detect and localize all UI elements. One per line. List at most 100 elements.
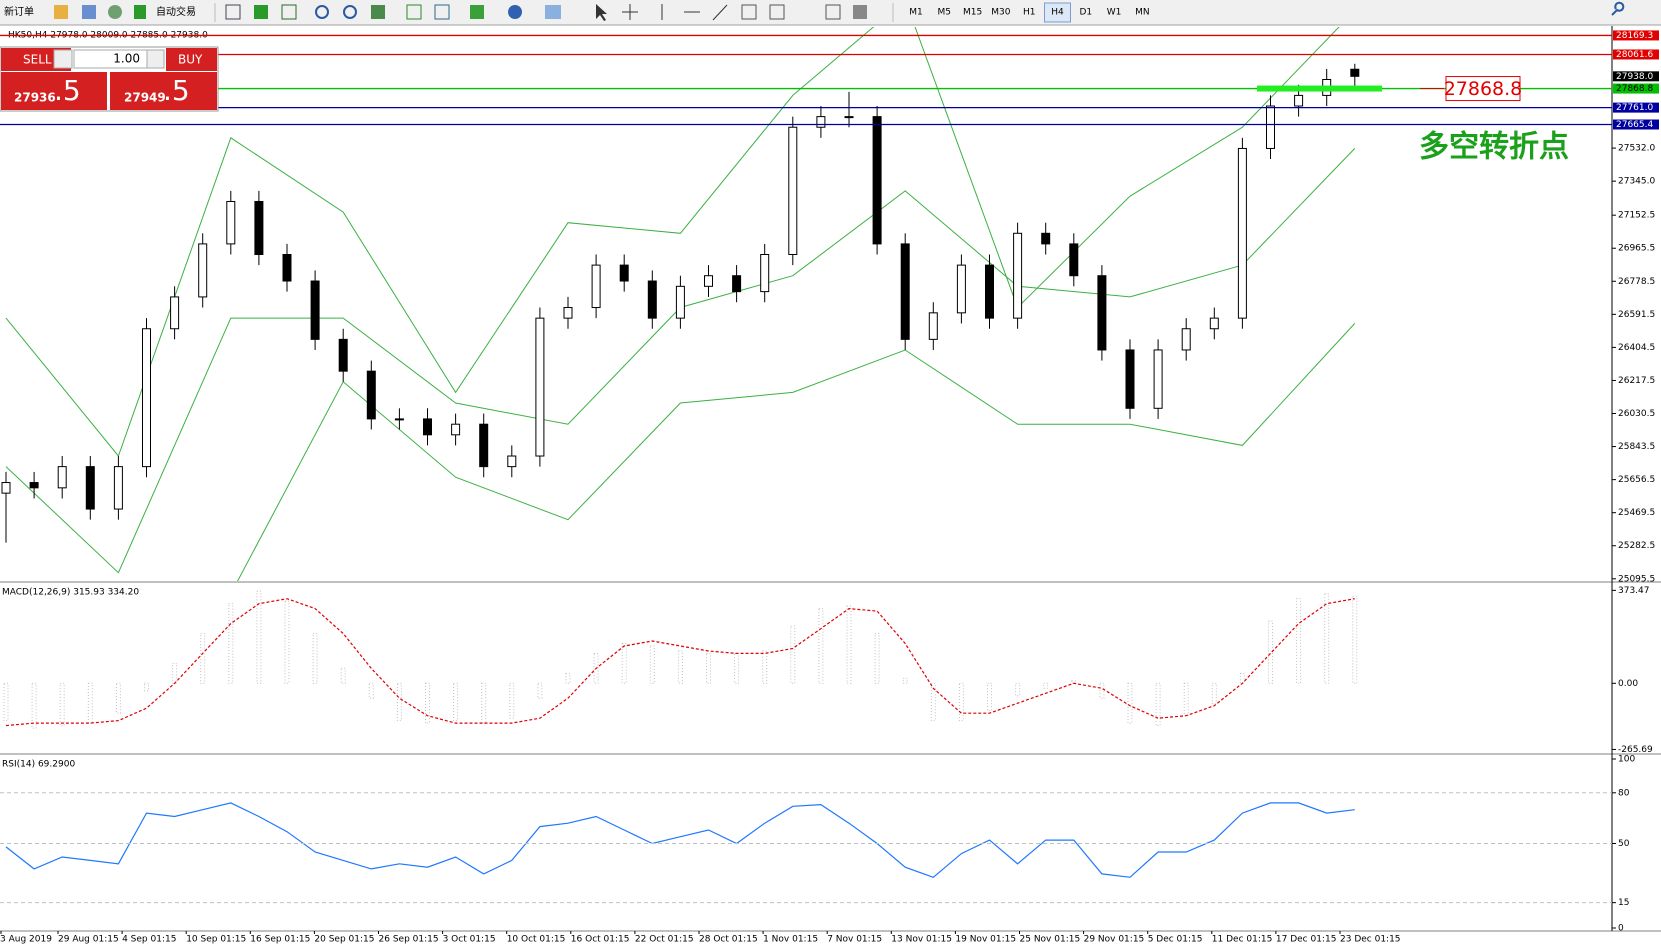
buy-label[interactable]: BUY — [178, 53, 203, 67]
icon[interactable] — [434, 4, 450, 20]
price-level-label: 27665.4 — [1616, 120, 1653, 130]
crosshair-tool[interactable] — [622, 4, 638, 20]
new-order-button[interactable]: 新订单 — [4, 5, 34, 18]
sell-price[interactable]: 27936 — [14, 91, 56, 105]
icon[interactable] — [769, 4, 785, 20]
x-tick-label: 26 Sep 01:15 — [379, 935, 439, 945]
x-tick-label: 7 Nov 01:15 — [827, 935, 882, 945]
candle-body — [57, 466, 67, 489]
lot-value[interactable]: 1.00 — [113, 52, 140, 66]
icon[interactable] — [406, 4, 422, 20]
candle-body — [675, 285, 685, 319]
buy-button[interactable] — [166, 48, 217, 71]
macd-bar — [958, 682, 964, 722]
icon[interactable] — [508, 5, 522, 19]
timeframe-button[interactable]: M30 — [991, 8, 1010, 18]
candle-body — [900, 243, 910, 340]
macd-plot — [3, 590, 1358, 729]
timeframe-button[interactable]: M15 — [963, 8, 982, 18]
zoom-out[interactable] — [343, 5, 357, 19]
macd-bar — [453, 682, 459, 722]
macd-bar — [1239, 672, 1245, 684]
price-level-label: 27761.0 — [1616, 103, 1653, 113]
timeframe-button[interactable]: M1 — [909, 8, 923, 18]
icon[interactable] — [254, 5, 268, 19]
y-tick-label: -265.69 — [1618, 745, 1653, 755]
candle-body — [479, 423, 489, 468]
macd-bar — [1352, 595, 1358, 684]
macd-bar — [1099, 682, 1105, 699]
icon[interactable] — [108, 5, 122, 19]
x-tick-label: 10 Sep 01:15 — [186, 935, 246, 945]
macd-bar — [144, 682, 149, 692]
buy-pip[interactable]: .5 — [163, 74, 190, 107]
macd-bar — [649, 645, 655, 684]
candle-body — [366, 370, 376, 420]
candle-body — [1041, 232, 1051, 245]
rsi-title: RSI(14) 69.2900 — [2, 760, 75, 770]
candle-body — [282, 254, 292, 282]
zoom-in[interactable] — [315, 5, 329, 19]
icon[interactable] — [82, 5, 96, 19]
candle-body — [423, 418, 432, 436]
candle-body — [338, 338, 348, 372]
annotation-box — [1445, 76, 1521, 102]
candle-body — [619, 264, 629, 282]
lot-up[interactable] — [146, 49, 165, 69]
sell-pip[interactable]: .5 — [54, 74, 81, 107]
macd-bar — [312, 633, 318, 684]
icon[interactable] — [134, 5, 146, 19]
y-tick-label: 373.47 — [1618, 586, 1650, 596]
auto-trading-button[interactable]: 自动交易 — [156, 5, 196, 18]
x-tick-label: 29 Nov 01:15 — [1084, 935, 1145, 945]
trendline-tool[interactable] — [712, 4, 728, 21]
buy-price-box[interactable] — [110, 72, 217, 110]
icon[interactable] — [281, 4, 297, 20]
lot-down[interactable] — [53, 49, 73, 69]
x-tick-label: 17 Dec 01:15 — [1276, 935, 1337, 945]
timeframe-button[interactable]: MN — [1135, 8, 1150, 18]
candle-body — [647, 280, 657, 319]
search-icon[interactable] — [1611, 1, 1625, 16]
timeframe-button[interactable]: W1 — [1107, 8, 1122, 18]
macd-signal — [5, 598, 1355, 727]
icon[interactable] — [853, 5, 867, 19]
y-tick-label: 27152.5 — [1618, 211, 1655, 221]
candle-body — [1125, 349, 1135, 409]
annotation-value: 27868.8 — [1444, 78, 1523, 100]
candle-body — [85, 466, 95, 510]
y-tick-label: 26030.5 — [1618, 409, 1655, 419]
icon[interactable] — [225, 4, 241, 20]
candle-body — [1209, 317, 1219, 330]
sell-price-box[interactable] — [1, 72, 107, 110]
candle-body — [142, 328, 151, 468]
cursor-tool[interactable] — [596, 4, 607, 21]
icon[interactable] — [545, 5, 561, 19]
icon[interactable] — [54, 5, 68, 19]
macd-bar — [172, 662, 178, 684]
timeframe-button[interactable]: H1 — [1023, 8, 1036, 18]
candle-body — [310, 280, 320, 340]
timeframe-button[interactable]: D1 — [1079, 8, 1092, 18]
icon[interactable] — [371, 5, 385, 19]
macd-bar — [1183, 682, 1189, 717]
sell-label[interactable]: SELL — [23, 53, 52, 67]
macd-bar — [846, 605, 852, 684]
timeframe-button[interactable]: M5 — [938, 8, 952, 18]
timeframe-button[interactable]: H4 — [1051, 8, 1064, 18]
icon[interactable] — [741, 4, 757, 20]
icon[interactable] — [470, 5, 484, 19]
macd-bar — [1296, 598, 1302, 684]
active-timeframe-frame[interactable] — [1044, 2, 1071, 23]
macd-bar — [1268, 620, 1273, 684]
macd-bar — [790, 625, 796, 684]
macd-bar — [537, 682, 543, 699]
macd-bar — [874, 633, 880, 684]
price-level-tag — [1613, 71, 1659, 82]
icon[interactable] — [825, 4, 841, 20]
candle-body — [844, 116, 854, 119]
y-tick-label: 0.00 — [1618, 679, 1638, 689]
buy-price[interactable]: 27949 — [124, 91, 166, 105]
